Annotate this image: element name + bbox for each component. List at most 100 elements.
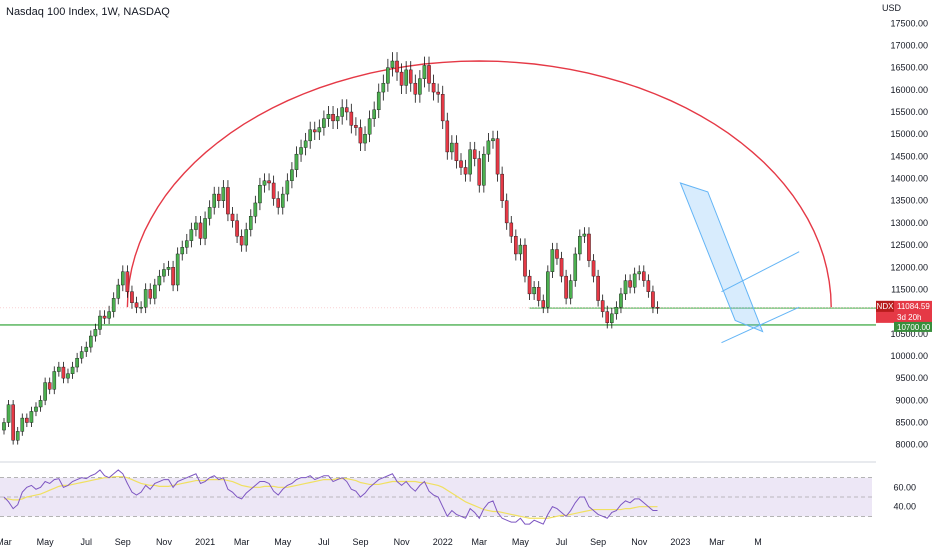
y-tick-label: 15500.00 — [890, 107, 928, 117]
candle-body — [253, 202, 258, 217]
candle-body — [47, 382, 52, 390]
candle-body — [628, 280, 632, 288]
candle-body — [532, 287, 536, 295]
y-tick-label: 12500.00 — [890, 240, 928, 250]
candle-body — [89, 335, 93, 348]
candle-body — [367, 118, 372, 135]
candle-body — [148, 289, 153, 299]
candle-body — [43, 382, 47, 401]
candle-body — [450, 142, 454, 153]
y-tick-label: 16500.00 — [890, 63, 928, 73]
candle-body — [93, 329, 98, 337]
candle-body — [381, 82, 386, 93]
x-tick-label: Sep — [352, 537, 368, 547]
candle-body — [312, 129, 317, 133]
candle-body — [500, 173, 504, 201]
candle-body — [591, 260, 596, 277]
candle-body — [390, 60, 395, 68]
candle-body — [203, 218, 207, 239]
candle-body — [596, 275, 600, 301]
candle-body — [376, 91, 381, 111]
candle-body — [244, 229, 249, 246]
candle-body — [358, 127, 363, 144]
candle-body — [463, 167, 468, 175]
symbol-badge — [876, 300, 894, 312]
candle-body — [61, 366, 66, 379]
candle-body — [189, 229, 194, 241]
candle-body — [413, 82, 418, 95]
x-tick-label: 2023 — [670, 537, 690, 547]
candle-body — [518, 244, 523, 255]
candle-body — [459, 160, 463, 168]
candle-body — [404, 69, 408, 86]
candle-body — [258, 185, 262, 204]
candle-body — [29, 411, 34, 423]
candle-body — [139, 306, 143, 309]
candle-body — [546, 271, 550, 308]
candle-body — [646, 280, 651, 292]
candle-body — [422, 65, 427, 79]
candle-body — [614, 306, 619, 315]
candle-body — [363, 133, 367, 144]
candle-body — [299, 147, 303, 155]
candle-body — [198, 222, 203, 239]
candle-body — [102, 315, 107, 319]
candle-body — [399, 71, 404, 86]
rsi-ma-line — [4, 476, 658, 519]
candle-body — [491, 138, 495, 142]
x-tick-label: Mar — [0, 537, 12, 547]
x-tick-label: Jul — [81, 537, 93, 547]
x-tick-label: Nov — [156, 537, 173, 547]
candle-body — [427, 65, 431, 84]
candle-body — [130, 291, 134, 303]
x-tick-label: Nov — [394, 537, 411, 547]
candle-body — [445, 120, 450, 153]
candle-body — [57, 366, 61, 372]
candle-body — [221, 187, 226, 201]
candle-body — [116, 284, 121, 299]
candle-body — [25, 417, 29, 423]
candle-body — [34, 406, 38, 412]
candle-body — [610, 313, 614, 323]
candle-body — [527, 275, 532, 295]
x-tick-label: May — [37, 537, 55, 547]
x-tick-label: Nov — [631, 537, 648, 547]
candle-body — [340, 107, 344, 117]
candle-body — [107, 311, 111, 319]
candle-body — [564, 275, 568, 299]
candle-body — [111, 298, 116, 312]
candle-body — [216, 193, 221, 201]
rsi-tick-label: 40.00 — [893, 502, 916, 512]
x-tick-label: Mar — [234, 537, 250, 547]
candle-body — [637, 271, 642, 275]
x-tick-label: Mar — [472, 537, 488, 547]
candle-body — [331, 114, 335, 122]
rising-channel-upper — [721, 251, 800, 293]
rsi-pane: 60.00 40.00 — [0, 461, 916, 525]
falling-channel — [679, 182, 764, 333]
candle-body — [294, 153, 299, 170]
candle-body — [418, 78, 422, 95]
candle-body — [582, 233, 587, 237]
candle-body — [642, 271, 646, 281]
price-axis: USD 17500.00 17000.00 16500.00 16000.00 15500… — [882, 3, 928, 450]
candle-body — [239, 236, 244, 246]
y-tick-label: 8000.00 — [895, 440, 928, 450]
candle-body — [372, 109, 376, 119]
candle-body — [184, 240, 189, 248]
candle-body — [495, 138, 500, 175]
candle-body — [623, 280, 628, 295]
candle-body — [568, 280, 573, 299]
y-tick-label: 17000.00 — [890, 40, 928, 50]
rsi-tick-label: 60.00 — [893, 482, 916, 492]
y-tick-label: 13500.00 — [890, 196, 928, 206]
y-tick-label: 10500.00 — [890, 329, 928, 339]
candle-body — [15, 431, 20, 441]
candle-body — [322, 118, 326, 128]
candle-series[interactable] — [2, 52, 660, 445]
rsi-line — [3, 469, 658, 525]
candle-body — [486, 140, 491, 155]
candle-body — [408, 69, 413, 84]
candle-body — [308, 129, 312, 142]
